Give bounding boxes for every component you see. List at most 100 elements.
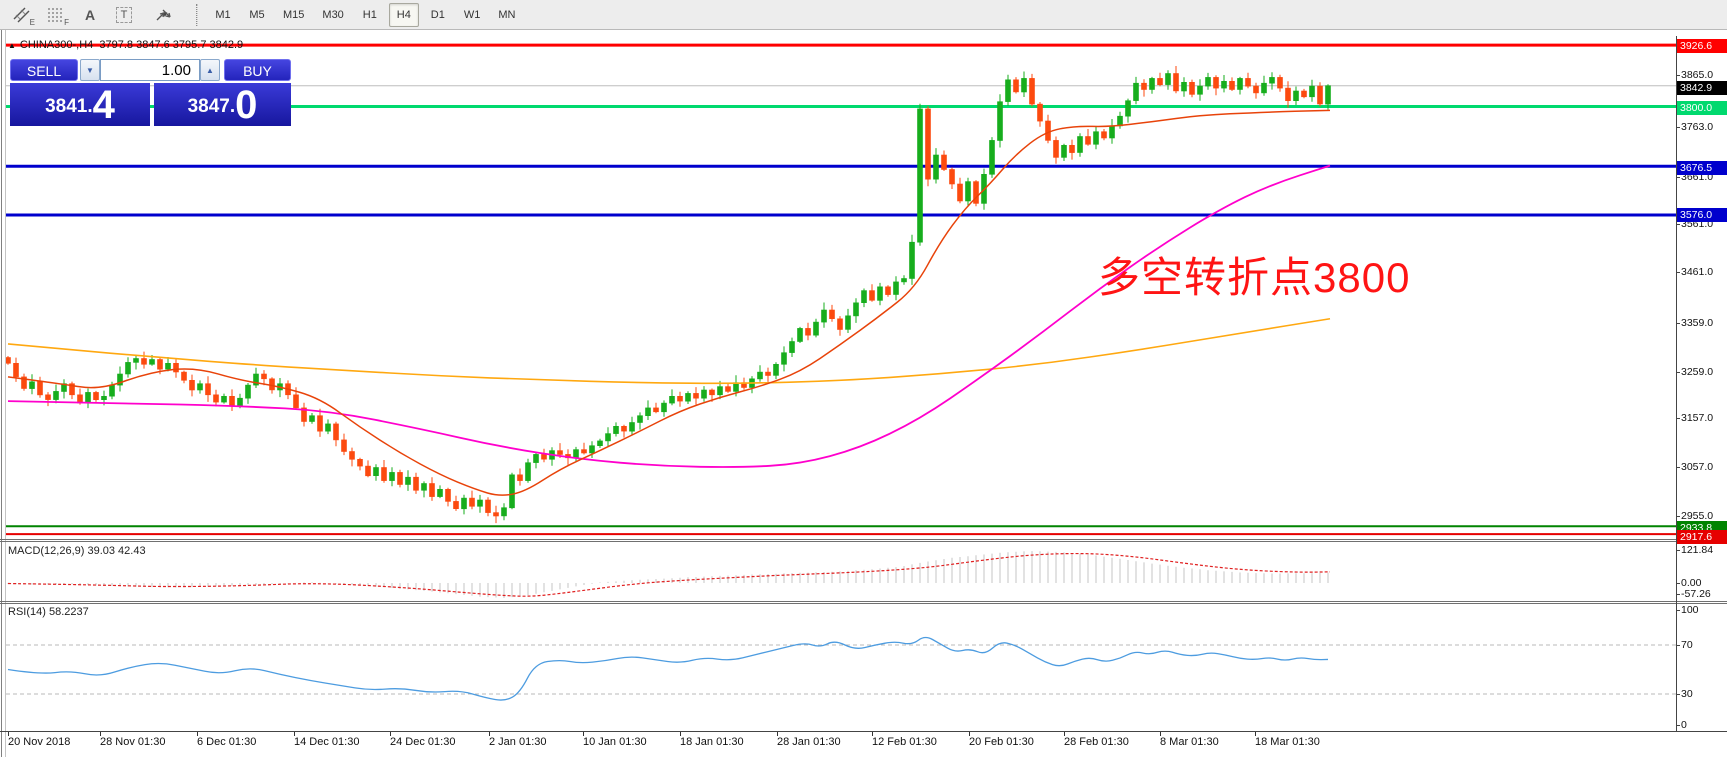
time-tick-mark	[1255, 732, 1256, 736]
indicator-tick-label: 30	[1681, 688, 1693, 700]
symbol-ohlc-header: ▲ CHINA300-,H4 3797.8 3847.6 3795.7 3842…	[8, 39, 243, 51]
time-axis-label: 6 Dec 01:30	[197, 736, 257, 748]
chart-annotation-text: 多空转折点3800	[1098, 254, 1411, 301]
timeframe-button-h1[interactable]: H1	[362, 8, 377, 21]
time-tick-mark	[777, 732, 778, 736]
equidistant-channel-tool-icon[interactable]: E	[8, 3, 36, 27]
time-axis-label: 14 Dec 01:30	[294, 736, 360, 748]
timeframe-button-h4[interactable]: H4	[388, 2, 419, 27]
time-tick-mark	[197, 732, 198, 736]
price-tick-label: 3259.0	[1681, 366, 1714, 378]
top-toolbar: E F A T ▼ M1 M5 M15 M30 H1 H4 D1 W1 MN	[0, 0, 1727, 30]
time-axis-border	[0, 731, 1727, 732]
ask-price-box[interactable]: 3847. 0	[154, 83, 291, 126]
indicator-tick-label: 121.84	[1681, 544, 1714, 556]
indicator-tick-mark	[1676, 583, 1680, 584]
ask-price-big-digit: 0	[235, 83, 258, 127]
price-tick-label: 3157.0	[1681, 412, 1714, 424]
timeframe-button-d1[interactable]: D1	[430, 8, 445, 21]
horizontal-level-lines	[6, 43, 1676, 536]
price-axis-border[interactable]	[1676, 36, 1677, 731]
ask-price-main: 3847.	[187, 96, 236, 117]
indicator-tick-mark	[1676, 610, 1680, 611]
moving-average-mid	[7, 164, 1331, 468]
time-tick-mark	[294, 732, 295, 736]
indicator-tick-mark	[1676, 645, 1680, 646]
price-tick-mark	[1676, 467, 1680, 468]
timeframe-button-m1[interactable]: M1	[215, 8, 231, 21]
price-tick-mark	[1676, 75, 1680, 76]
moving-average-slow	[7, 317, 1331, 385]
symbol-ohlc-text: CHINA300-,H4 3797.8 3847.6 3795.7 3842.9	[19, 39, 244, 51]
time-axis-label: 2 Jan 01:30	[489, 736, 547, 748]
time-tick-mark	[489, 732, 490, 736]
time-axis-label: 18 Mar 01:30	[1255, 736, 1320, 748]
moving-average-fast	[7, 109, 1331, 496]
macd-pane[interactable]	[6, 543, 1676, 601]
price-tick-label: 3865.0	[1681, 69, 1714, 81]
volume-increase-button[interactable]: ▲	[200, 59, 220, 81]
dropdown-caret-icon: ▼	[161, 10, 169, 19]
timeframe-button-m30[interactable]: M30	[322, 8, 344, 21]
indicator-tick-mark	[1676, 550, 1680, 551]
price-tick-label: 3057.0	[1681, 461, 1714, 473]
price-tick-label: 3763.0	[1681, 121, 1714, 133]
time-axis-label: 28 Feb 01:30	[1064, 736, 1129, 748]
rsi-indicator-label: RSI(14) 58.2237	[8, 606, 89, 618]
bid-price-box[interactable]: 3841. 4	[10, 83, 150, 126]
candlestick-series	[6, 66, 1331, 524]
time-tick-mark	[680, 732, 681, 736]
indicator-tick-label: 70	[1681, 639, 1693, 651]
price-tick-mark	[1676, 224, 1680, 225]
price-tick-label: 3359.0	[1681, 317, 1714, 329]
arrows-tool-icon[interactable]: ▼	[144, 3, 184, 27]
rsi-line	[7, 636, 1329, 701]
time-axis-label: 20 Nov 2018	[8, 736, 71, 748]
time-axis-label: 24 Dec 01:30	[390, 736, 456, 748]
price-level-badge: 3842.9	[1677, 81, 1727, 95]
macd-histogram	[7, 551, 1329, 598]
time-tick-mark	[1064, 732, 1065, 736]
time-axis-label: 18 Jan 01:30	[680, 736, 744, 748]
volume-input[interactable]: 1.00	[100, 59, 200, 81]
window-left-edge	[1, 30, 2, 757]
price-tick-mark	[1676, 323, 1680, 324]
volume-decrease-button[interactable]: ▼	[80, 59, 100, 81]
buy-button[interactable]: BUY	[224, 59, 291, 81]
indicator-tick-mark	[1676, 694, 1680, 695]
time-axis-label: 12 Feb 01:30	[872, 736, 937, 748]
window-left-edge-inner	[5, 30, 6, 757]
text-box-tool-icon[interactable]: T	[110, 3, 138, 27]
rsi-splitter[interactable]	[0, 601, 1727, 602]
timeframe-button-w1[interactable]: W1	[463, 8, 481, 21]
time-axis-label: 28 Nov 01:30	[100, 736, 166, 748]
fibonacci-tool-icon[interactable]: F	[48, 7, 69, 27]
toolbar-separator	[196, 3, 198, 26]
rsi-pane[interactable]	[6, 604, 1676, 731]
macd-splitter[interactable]	[0, 539, 1727, 540]
price-chart-pane[interactable]	[6, 38, 1676, 539]
text-label-tool-icon[interactable]: A	[84, 6, 96, 23]
price-tick-mark	[1676, 418, 1680, 419]
price-tick-mark	[1676, 127, 1680, 128]
timeframe-button-mn[interactable]: MN	[498, 8, 516, 21]
indicator-tick-mark	[1676, 725, 1680, 726]
bid-price-main: 3841.	[45, 96, 93, 117]
price-tick-mark	[1676, 372, 1680, 373]
time-axis-label: 28 Jan 01:30	[777, 736, 841, 748]
sell-button[interactable]: SELL	[10, 59, 78, 81]
rsi-splitter-line2	[0, 603, 1727, 604]
bid-price-big-digit: 4	[92, 83, 115, 127]
timeframe-button-m15[interactable]: M15	[283, 8, 305, 21]
indicator-tick-label: 0.00	[1681, 577, 1702, 589]
price-tick-mark	[1676, 177, 1680, 178]
indicator-tick-label: 100	[1681, 604, 1699, 616]
macd-splitter-line2	[0, 541, 1727, 542]
time-tick-mark	[969, 732, 970, 736]
time-axis-label: 8 Mar 01:30	[1160, 736, 1219, 748]
indicator-tick-label: 0	[1681, 719, 1687, 731]
timeframe-button-m5[interactable]: M5	[249, 8, 265, 21]
time-tick-mark	[872, 732, 873, 736]
time-tick-mark	[583, 732, 584, 736]
